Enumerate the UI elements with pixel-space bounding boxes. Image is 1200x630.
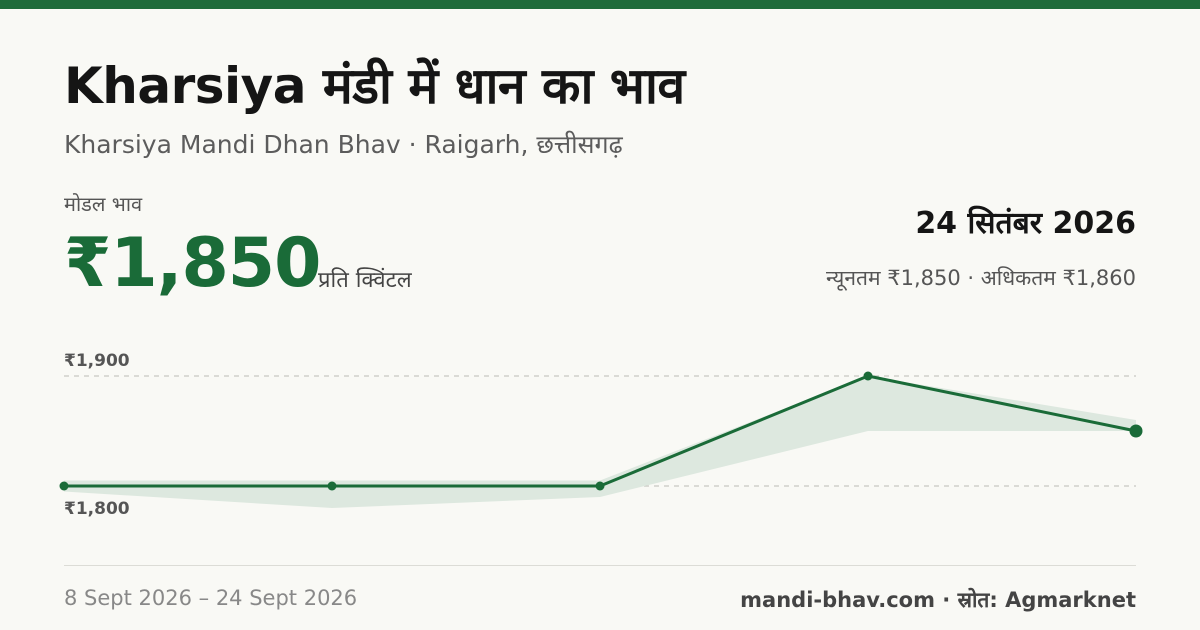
data-point-3 [595, 481, 605, 491]
y-tick-label-1800: ₹1,800 [64, 499, 130, 519]
footer-divider [64, 565, 1136, 566]
page-subtitle: Kharsiya Mandi Dhan Bhav · Raigarh, छत्त… [64, 130, 623, 159]
min-price-value: ₹1,850 [887, 266, 961, 290]
price-range-band [64, 376, 1136, 508]
modal-price-label: मोडल भाव [64, 192, 143, 216]
price-range: न्यूनतम ₹1,850 · अधिकतम ₹1,860 [826, 264, 1136, 292]
modal-price-value: ₹1,850 [64, 224, 321, 303]
y-tick-label-1900: ₹1,900 [64, 351, 130, 371]
max-price-value: ₹1,860 [1062, 266, 1136, 290]
price-date: 24 सितंबर 2026 [915, 206, 1136, 241]
min-price-label: न्यूनतम [825, 266, 881, 290]
page-title: Kharsiya मंडी में धान का भाव [64, 57, 685, 115]
range-separator: · [967, 266, 975, 290]
price-trend-chart: ₹1,900 ₹1,800 [59, 351, 1143, 519]
max-price-label: अधिकतम [980, 266, 1056, 290]
data-point-4 [863, 371, 873, 381]
price-unit: प्रति क्विंटल [318, 268, 412, 293]
data-point-2 [327, 481, 337, 491]
data-point-5 [1129, 424, 1143, 438]
data-point-1 [59, 481, 69, 491]
date-range: 8 Sept 2026 – 24 Sept 2026 [64, 586, 358, 610]
top-accent-bar [0, 0, 1200, 9]
source-credit: mandi-bhav.com · स्रोत: Agmarknet [740, 588, 1136, 612]
